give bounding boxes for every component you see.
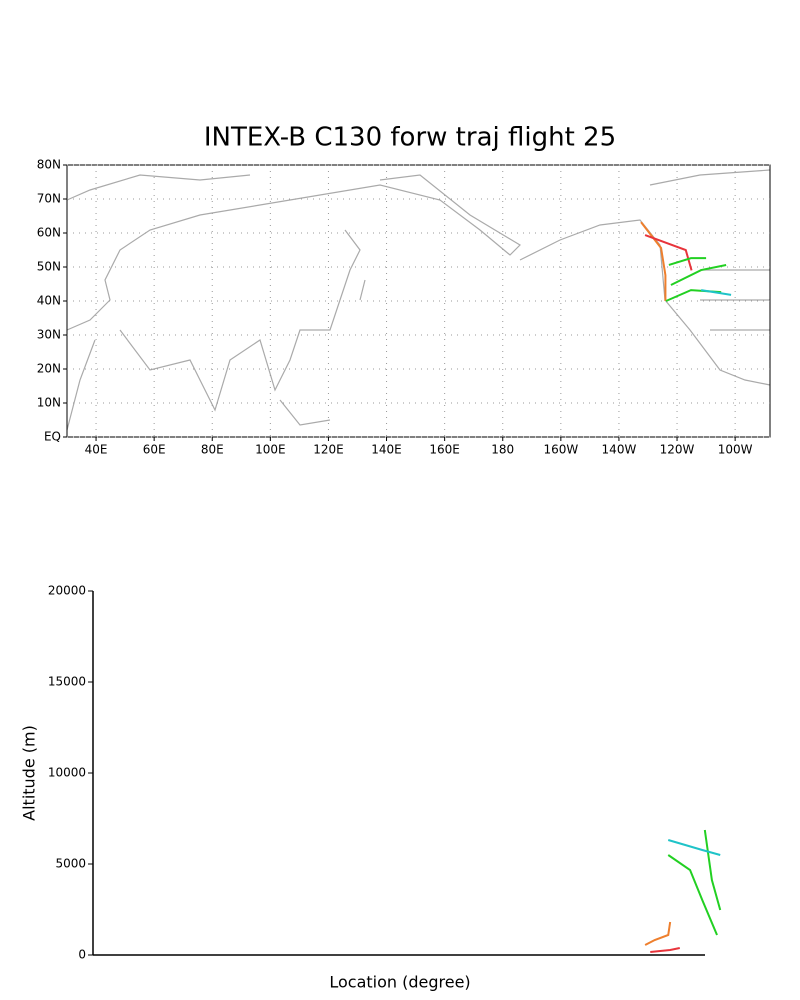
y-tick-label: 50N [37, 260, 61, 274]
y-tick-label: 10000 [48, 766, 86, 780]
trajectory [667, 839, 721, 856]
x-tick-label: 180 [491, 443, 514, 457]
x-tick-label: 160E [429, 443, 460, 457]
trajectory [667, 829, 722, 936]
trajectory [665, 257, 727, 302]
y-tick-label: 40N [37, 294, 61, 308]
y-tick-label: EQ [44, 430, 61, 444]
x-tick-label: 80E [201, 443, 224, 457]
y-tick-label: 30N [37, 328, 61, 342]
y-tick-label: 0 [78, 948, 86, 962]
y-tick-label: 10N [37, 396, 61, 410]
y-tick-label: 20000 [48, 584, 86, 598]
coastlines [66, 169, 771, 431]
x-axis-label: Location (degree) [329, 973, 470, 992]
x-tick-label: 100E [255, 443, 286, 457]
x-tick-label: 120W [660, 443, 695, 457]
y-tick-label: 5000 [55, 857, 86, 871]
trajectory [644, 234, 693, 271]
x-tick-label: 40E [85, 443, 108, 457]
trajectory [640, 221, 667, 301]
x-tick-label: 140E [371, 443, 402, 457]
y-axis-label: Altitude (m) [20, 725, 39, 821]
y-tick-label: 80N [37, 158, 61, 172]
x-tick-label: 60E [143, 443, 166, 457]
x-tick-label: 120E [313, 443, 344, 457]
y-tick-label: 20N [37, 362, 61, 376]
chart-title: INTEX-B C130 forw traj flight 25 [204, 123, 616, 153]
trajectory [700, 289, 732, 296]
x-tick-label: 100W [718, 443, 753, 457]
y-tick-label: 15000 [48, 675, 86, 689]
x-tick-label: 160W [543, 443, 578, 457]
y-tick-label: 70N [37, 192, 61, 206]
x-tick-label: 140W [602, 443, 637, 457]
trajectory [644, 921, 672, 946]
trajectory [650, 947, 680, 953]
y-tick-label: 60N [37, 226, 61, 240]
